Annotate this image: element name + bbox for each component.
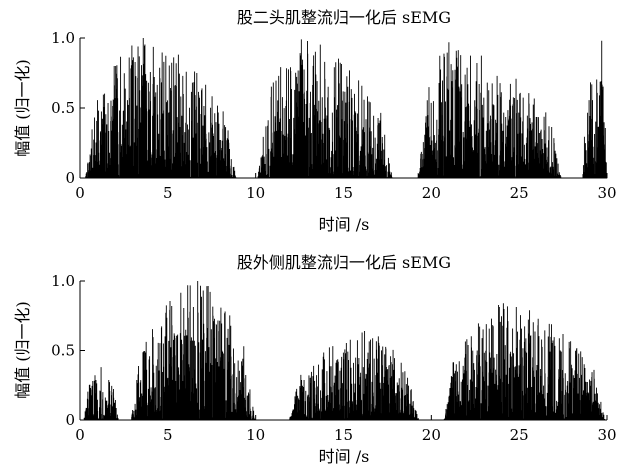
x-tick-label: 30 [597,426,616,444]
axes: 0 5 10 15 20 25 30 0 0.5 1.0 [51,272,616,444]
y-tick-label: 0 [65,411,75,429]
y-axis-label: 幅值 (归一化) [13,301,32,399]
signal-series [80,281,607,421]
x-tick-label: 20 [422,184,441,202]
x-tick-label: 10 [246,426,265,444]
x-axis-label: 时间 /s [319,447,370,466]
semg-signal-line [80,38,608,179]
x-tick-label: 25 [510,426,529,444]
chart-title: 股外侧肌整流归一化后 sEMG [237,253,451,272]
x-tick-label: 20 [422,426,441,444]
y-tick-label: 0.5 [51,342,75,360]
y-tick-label: 0.5 [51,99,75,117]
x-tick-label: 15 [334,426,353,444]
y-tick-label: 1.0 [51,29,75,47]
x-tick-label: 0 [75,426,85,444]
signal-series [80,38,608,179]
semg-signal-line [80,281,607,421]
x-tick-label: 5 [163,184,173,202]
axes: 0 5 10 15 20 25 30 0 0.5 1.0 [51,29,616,202]
x-tick-label: 10 [246,184,265,202]
x-tick-label: 25 [510,184,529,202]
chart-panel-biceps: 股二头肌整流归一化后 sEMG 幅值 (归一化) 时间 /s 0 5 10 15 20 2… [13,8,617,234]
y-axis-label: 幅值 (归一化) [13,59,32,157]
y-tick-label: 0 [65,169,75,187]
chart-panel-vastus-lateralis: 股外侧肌整流归一化后 sEMG 幅值 (归一化) 时间 /s 0 5 10 15 20 2… [13,253,617,466]
x-tick-label: 5 [163,426,173,444]
y-tick-label: 1.0 [51,272,75,290]
x-tick-label: 30 [597,184,616,202]
x-tick-label: 15 [334,184,353,202]
x-tick-label: 0 [75,184,85,202]
x-axis-label: 时间 /s [319,215,370,234]
chart-title: 股二头肌整流归一化后 sEMG [237,8,451,27]
